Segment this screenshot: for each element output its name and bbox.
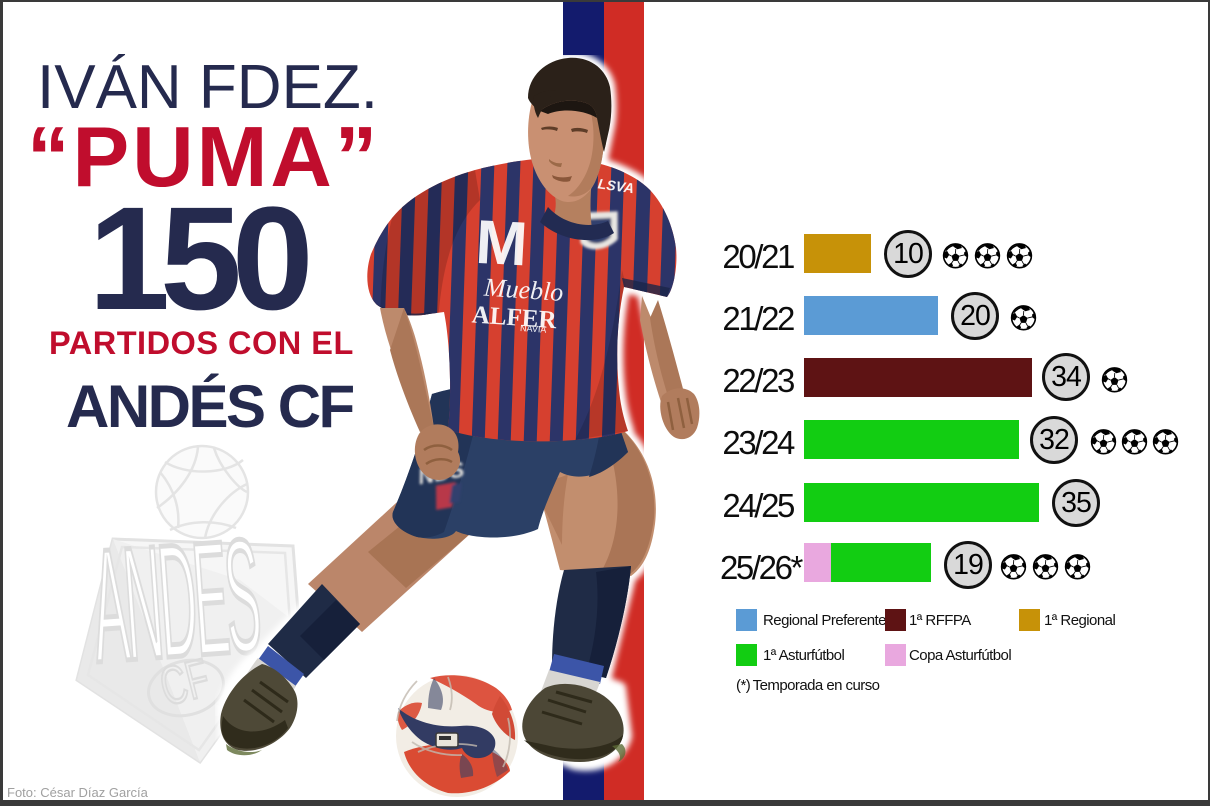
svg-text:ANDES: ANDES — [87, 507, 264, 697]
svg-text:M: M — [474, 208, 529, 280]
svg-text:ALFER: ALFER — [471, 301, 558, 334]
svg-text:LSVA: LSVA — [597, 175, 635, 196]
svg-text:Mueblo: Mueblo — [482, 272, 564, 307]
svg-text:NAVIA: NAVIA — [520, 323, 547, 335]
